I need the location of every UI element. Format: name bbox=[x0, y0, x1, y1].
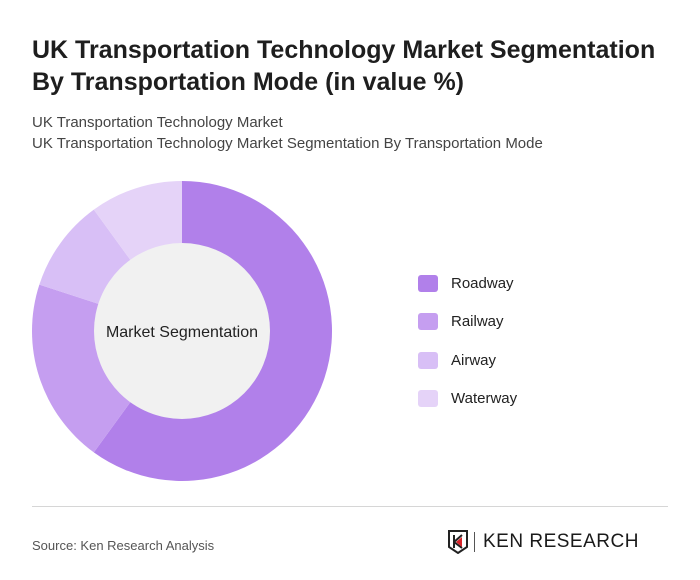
legend-item-railway[interactable]: Railway bbox=[418, 303, 517, 342]
donut-hole bbox=[94, 243, 270, 419]
legend-label: Railway bbox=[451, 313, 504, 331]
ken-research-logo: KEN RESEARCH bbox=[448, 530, 639, 554]
legend: Roadway Railway Airway Waterway bbox=[418, 264, 517, 418]
center-label: Market Segmentation bbox=[106, 324, 258, 341]
legend-swatch bbox=[418, 390, 438, 408]
source-note: Source: Ken Research Analysis bbox=[32, 538, 215, 553]
ken-logo-icon bbox=[448, 530, 468, 554]
chart-title: UK Transportation Technology Market Segm… bbox=[32, 36, 656, 96]
donut-chart: Market Segmentation bbox=[32, 181, 332, 481]
legend-label: Airway bbox=[451, 351, 497, 369]
legend-swatch bbox=[418, 274, 438, 292]
legend-swatch bbox=[418, 313, 438, 331]
chart-subtitle-2: UK Transportation Technology Market Segm… bbox=[32, 135, 543, 152]
logo-separator bbox=[474, 532, 475, 552]
legend-item-airway[interactable]: Airway bbox=[418, 341, 517, 380]
legend-label: Waterway bbox=[451, 390, 518, 408]
divider bbox=[32, 506, 668, 507]
legend-item-waterway[interactable]: Waterway bbox=[418, 380, 517, 419]
chart-subtitle-1: UK Transportation Technology Market bbox=[32, 114, 283, 131]
legend-item-roadway[interactable]: Roadway bbox=[418, 264, 517, 303]
legend-swatch bbox=[418, 351, 438, 369]
logo-text: KEN RESEARCH bbox=[483, 531, 639, 552]
legend-label: Roadway bbox=[451, 274, 514, 292]
